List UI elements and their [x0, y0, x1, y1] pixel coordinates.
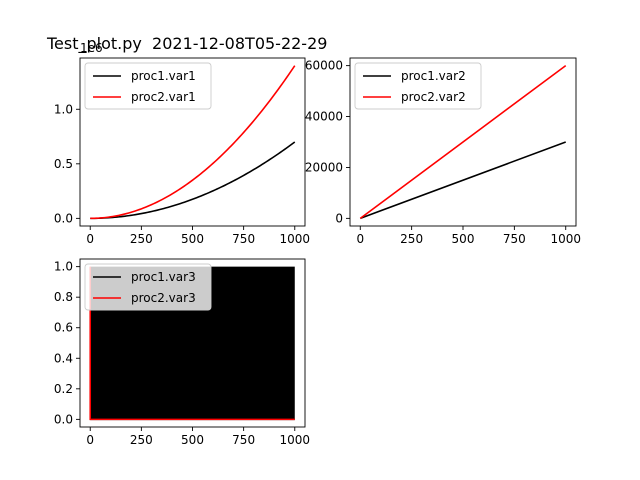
legend: proc1.var2 proc2.var2 [354, 62, 482, 110]
x-tick-label: 250 [130, 232, 153, 246]
y-tick-label: 60000 [305, 59, 343, 73]
series-line-proc2-var2 [359, 64, 567, 220]
series-line-proc2-var1 [90, 65, 296, 220]
subplot-1: 0 250 500 750 10000.00.51.01e6proc1.var1proc… [54, 41, 310, 246]
y-tick-label: 0.0 [54, 211, 73, 225]
legend-label: proc2.var1 [131, 90, 196, 104]
figure-title: Test_plot.py 2021-12-08T05-22-29 [47, 34, 328, 53]
x-tick-label: 500 [181, 433, 204, 447]
x-tick-label: 0 [86, 232, 94, 246]
x-tick-label: 750 [503, 232, 526, 246]
legend: proc1.var3 proc2.var3 [84, 263, 212, 311]
series-line-proc1-var1 [90, 141, 296, 220]
y-tick-label: 0.6 [54, 321, 73, 335]
x-tick-label: 250 [400, 232, 423, 246]
y-tick-label: 0.2 [54, 382, 73, 396]
y-tick-label: 0.0 [54, 412, 73, 426]
x-tick-label: 500 [452, 232, 475, 246]
y-tick-label: 1.0 [54, 102, 73, 116]
series-line-proc2-var3 [89, 266, 295, 421]
y-tick-label: 0.5 [54, 157, 73, 171]
legend-label: proc1.var1 [131, 69, 196, 83]
y-tick-label: 0.4 [54, 351, 73, 365]
y-tick-label: 40000 [305, 110, 343, 124]
legend-label: proc1.var3 [131, 270, 196, 284]
x-tick-label: 1000 [550, 232, 581, 246]
subplot-2: 0 250 500 750 1000 0 20000 40000 60000 proc1.var2… [305, 57, 581, 246]
y-tick-label: 0 [335, 211, 343, 225]
legend: proc1.var1 proc2.var1 [84, 62, 212, 110]
x-tick-label: 1000 [279, 433, 310, 447]
legend-label: proc1.var2 [401, 69, 466, 83]
offset-text: 1e6 [80, 41, 103, 55]
x-tick-label: 0 [86, 433, 94, 447]
legend-label: proc2.var2 [401, 90, 466, 104]
legend-label: proc2.var3 [131, 291, 196, 305]
x-tick-label: 1000 [279, 232, 310, 246]
x-tick-label: 250 [130, 433, 153, 447]
x-tick-label: 750 [232, 433, 255, 447]
y-tick-label: 20000 [305, 160, 343, 174]
x-tick-label: 500 [181, 232, 204, 246]
subplot-3: 0 250 500 750 1000 0.0 0.2 0.4 0.6 0.8 1.0 proc1.va… [54, 258, 310, 447]
series-line-proc1-var2 [359, 141, 567, 220]
x-tick-label: 750 [232, 232, 255, 246]
y-tick-label: 0.8 [54, 290, 73, 304]
y-tick-label: 1.0 [54, 260, 73, 274]
x-tick-label: 0 [356, 232, 364, 246]
